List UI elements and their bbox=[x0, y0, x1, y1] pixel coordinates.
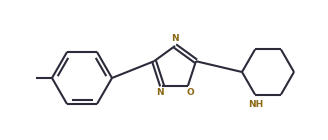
Text: O: O bbox=[186, 88, 194, 97]
Text: N: N bbox=[156, 88, 164, 97]
Text: N: N bbox=[171, 34, 179, 43]
Text: NH: NH bbox=[248, 100, 264, 108]
